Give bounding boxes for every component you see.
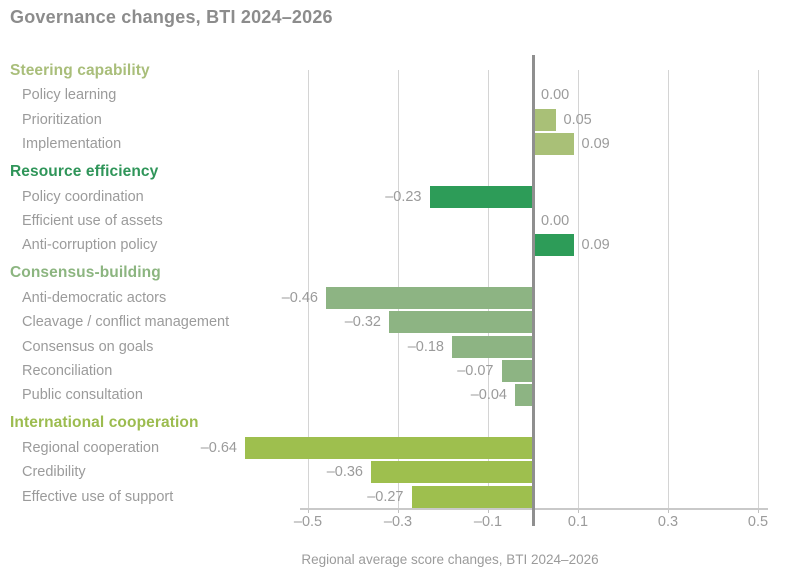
row-label: Policy learning: [22, 87, 117, 104]
bar: [452, 335, 533, 358]
row-label: Reconciliation: [22, 363, 113, 379]
bar: [326, 286, 533, 309]
bar: [501, 360, 533, 382]
x-axis-caption: Regional average score changes, BTI 2024…: [301, 552, 599, 567]
row-label: Anti-corruption policy: [22, 237, 158, 254]
value-label: 0.00: [541, 213, 570, 229]
value-label: –0.07: [457, 363, 494, 379]
value-label: 0.00: [541, 87, 570, 104]
value-label: 0.09: [581, 136, 610, 153]
section-header: International cooperation: [10, 414, 199, 432]
gridline: [308, 70, 309, 508]
bar: [533, 234, 574, 257]
axis-tick: [398, 508, 399, 513]
section-header: Resource efficiency: [10, 163, 159, 181]
axis-tick: [488, 508, 489, 513]
axis-tick-label: 0.5: [747, 514, 769, 530]
row-label: Prioritization: [22, 111, 102, 128]
bar: [411, 485, 533, 508]
axis-tick-label: –0.1: [473, 514, 503, 530]
value-label: –0.46: [281, 289, 318, 306]
row-label: Policy coordination: [22, 188, 144, 205]
row-label: Consensus on goals: [22, 338, 154, 355]
value-label: –0.36: [326, 464, 363, 481]
value-label: –0.64: [200, 439, 237, 456]
value-label: –0.18: [407, 338, 444, 355]
axis-tick-label: –0.3: [383, 514, 413, 530]
value-label: –0.23: [385, 188, 422, 205]
chart-title: Governance changes, BTI 2024–2026: [10, 7, 333, 27]
bar: [515, 384, 533, 407]
axis-tick: [758, 508, 759, 513]
row-label: Implementation: [22, 136, 122, 153]
zero-line: [531, 55, 535, 526]
section-header: Steering capability: [10, 62, 150, 79]
gridline: [668, 70, 669, 508]
value-label: –0.27: [367, 488, 404, 505]
value-label: 0.05: [563, 111, 592, 128]
bar: [245, 436, 533, 459]
row-label: Effective use of support: [22, 488, 174, 505]
value-label: –0.32: [344, 314, 381, 331]
gridline: [758, 70, 759, 508]
value-label: –0.04: [470, 387, 507, 404]
axis-tick: [308, 508, 309, 513]
axis-tick-label: 0.3: [657, 514, 679, 530]
section-header: Consensus-building: [10, 264, 161, 282]
gridline: [578, 70, 579, 508]
row-label: Efficient use of assets: [22, 213, 163, 229]
axis-tick: [578, 508, 579, 513]
row-label: Regional cooperation: [22, 439, 160, 456]
axis-tick-label: 0.1: [567, 514, 589, 530]
row-label: Public consultation: [22, 387, 143, 404]
bar: [371, 461, 533, 484]
row-label: Anti-democratic actors: [22, 289, 167, 306]
value-label: 0.09: [581, 237, 610, 254]
row-label: Cleavage / conflict management: [22, 314, 230, 331]
bar: [389, 311, 533, 334]
bar: [429, 185, 533, 208]
bar: [533, 108, 556, 131]
axis-tick: [668, 508, 669, 513]
row-label: Credibility: [22, 464, 86, 481]
bar: [533, 133, 574, 156]
axis-tick-label: –0.5: [293, 514, 323, 530]
